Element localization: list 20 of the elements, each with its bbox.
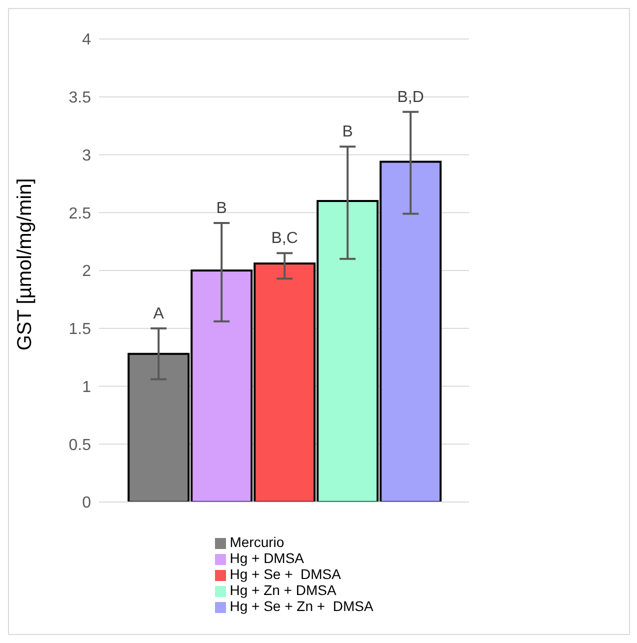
legend-label: Hg + Se + Zn + DMSA [230, 598, 374, 614]
y-tick-label: 0 [82, 494, 92, 512]
legend-label: Hg + Se + DMSA [230, 566, 341, 582]
annotation: A [153, 305, 164, 322]
y-tick-label: 0.5 [68, 436, 92, 454]
y-tick-label: 3 [82, 147, 92, 164]
legend-label: Hg + Zn + DMSA [230, 582, 336, 598]
y-tick-label: 1 [82, 378, 92, 396]
annotation: B,D [397, 88, 424, 106]
annotation: B [216, 200, 227, 218]
y-tick-label: 1.5 [68, 321, 92, 338]
legend-label: Hg + DMSA [230, 550, 304, 566]
y-axis-title: GST [µmol/mg/min] [14, 178, 36, 350]
y-tick-label: 2.5 [68, 205, 92, 222]
annotation: B [342, 124, 353, 141]
y-tick-label: 3.5 [68, 90, 92, 107]
y-tick-label: 4 [82, 32, 92, 49]
y-tick-label: 2 [82, 263, 92, 280]
legend-label: Mercurio [230, 534, 284, 550]
annotation: B,C [271, 230, 298, 248]
